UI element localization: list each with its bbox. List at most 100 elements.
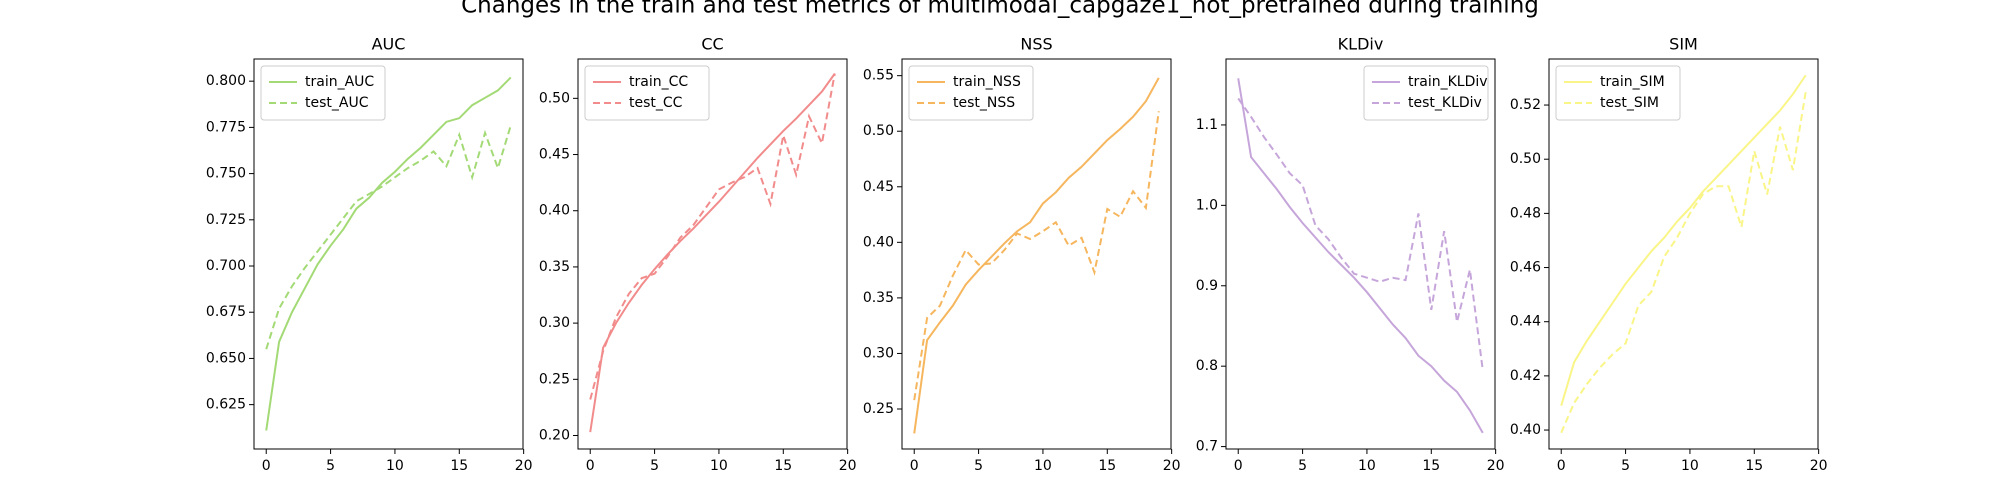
y-tick-label: 0.35 [863,290,894,306]
series-line [1560,91,1807,434]
x-tick-label: 5 [1298,458,1307,474]
figure-title: Changes in the train and test metrics of… [461,0,1539,19]
axes-frame [1225,58,1496,450]
y-tick-label: 0.40 [1510,422,1541,438]
x-tick-label: 10 [1681,458,1699,474]
legend-box [260,65,386,121]
x-tick-label: 0 [1234,458,1243,474]
series-line [265,76,512,431]
y-tick-label: 0.35 [539,259,570,275]
y-tick-label: 0.7 [1196,439,1218,455]
legend-box [908,65,1034,121]
legend: train_AUC test_AUC [260,65,386,121]
x-tick-label: 0 [262,458,271,474]
y-tick-label: 0.50 [1510,151,1541,167]
x-tick-label: 5 [326,458,335,474]
legend: train_KLDiv test_KLDiv [1363,65,1489,121]
x-tick-label: 5 [650,458,659,474]
x-tick-label: 5 [1621,458,1630,474]
legend: train_SIM test_SIM [1555,65,1681,121]
axes-frame [901,58,1172,450]
y-tick-label: 0.800 [206,73,246,89]
legend: train_NSS test_NSS [908,65,1034,121]
axes-frame [253,58,524,450]
x-tick-label: 5 [974,458,983,474]
series-line [589,73,836,400]
x-tick-label: 15 [774,458,792,474]
legend-label: train_AUC [305,74,374,90]
subplot-title: SIM [1669,35,1698,54]
y-tick-label: 0.45 [539,147,570,163]
y-tick-label: 0.20 [539,428,570,444]
legend-box [584,65,710,121]
y-tick-label: 0.725 [206,212,246,228]
x-tick-label: 20 [1163,458,1181,474]
legend-label: train_CC [629,74,688,90]
y-tick-label: 0.675 [206,304,246,320]
series-line [913,77,1160,434]
axes-frame [1548,58,1819,450]
y-tick-label: 0.775 [206,119,246,135]
y-tick-label: 1.1 [1196,117,1218,133]
subplot-title: NSS [1020,35,1052,54]
legend-label: test_SIM [1600,95,1659,111]
y-tick-label: 1.0 [1196,197,1218,213]
y-tick-label: 0.40 [863,234,894,250]
y-tick-label: 0.42 [1510,368,1541,384]
x-tick-label: 15 [1422,458,1440,474]
y-tick-label: 0.700 [206,258,246,274]
legend-label: train_KLDiv [1408,74,1488,90]
y-tick-label: 0.46 [1510,260,1541,276]
series-line [913,111,1160,401]
y-tick-label: 0.45 [863,179,894,195]
legend-box [1555,65,1681,121]
series-line [265,125,512,350]
y-tick-label: 0.48 [1510,205,1541,221]
subplot-title: KLDiv [1338,35,1384,54]
series-line [1237,97,1484,371]
x-tick-label: 10 [1034,458,1052,474]
y-tick-label: 0.40 [539,203,570,219]
x-tick-label: 20 [839,458,857,474]
y-tick-label: 0.30 [539,315,570,331]
x-tick-label: 10 [386,458,404,474]
legend-box [1363,65,1489,121]
subplot-title: AUC [372,35,406,54]
x-tick-label: 15 [450,458,468,474]
x-tick-label: 10 [710,458,728,474]
legend-label: test_NSS [953,95,1015,111]
legend-label: train_NSS [953,74,1021,90]
axes-frame [577,58,848,450]
y-tick-label: 0.8 [1196,358,1218,374]
y-tick-label: 0.625 [206,397,246,413]
x-tick-label: 0 [1557,458,1566,474]
y-tick-label: 0.25 [863,401,894,417]
x-tick-label: 20 [1810,458,1828,474]
y-tick-label: 0.30 [863,345,894,361]
x-tick-label: 10 [1358,458,1376,474]
y-tick-label: 0.650 [206,350,246,366]
x-tick-label: 0 [586,458,595,474]
legend: train_CC test_CC [584,65,710,121]
subplot-title: CC [701,35,723,54]
x-tick-label: 20 [515,458,533,474]
legend-label: test_KLDiv [1408,95,1482,111]
y-tick-label: 0.750 [206,166,246,182]
legend-label: test_AUC [305,95,369,111]
series-line [589,73,836,433]
legend-label: test_CC [629,95,683,111]
y-tick-label: 0.55 [863,68,894,84]
x-tick-label: 15 [1098,458,1116,474]
y-tick-label: 0.9 [1196,278,1218,294]
y-tick-label: 0.25 [539,371,570,387]
x-tick-label: 20 [1487,458,1505,474]
y-tick-label: 0.50 [863,123,894,139]
y-tick-label: 0.52 [1510,97,1541,113]
series-line [1560,74,1807,406]
series-line [1237,78,1484,434]
legend-label: train_SIM [1600,74,1665,90]
y-tick-label: 0.44 [1510,314,1541,330]
y-tick-label: 0.50 [539,90,570,106]
x-tick-label: 15 [1745,458,1763,474]
